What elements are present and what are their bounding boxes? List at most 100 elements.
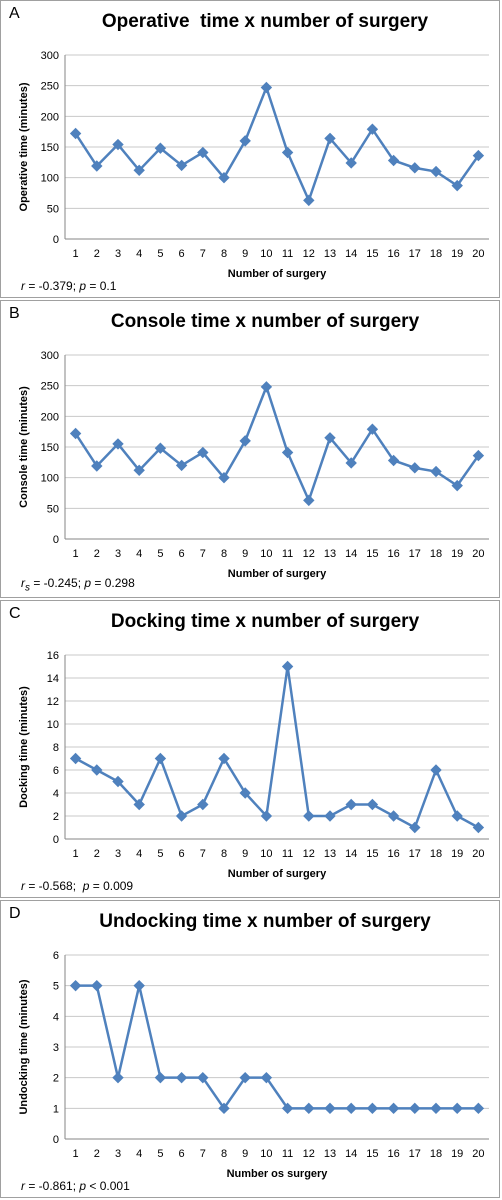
data-point [281,1102,294,1115]
data-point [133,164,145,177]
x-tick-label: 1 [73,248,79,260]
stat-p-symbol: p [84,575,92,590]
y-tick-label: 5 [53,981,59,993]
x-tick-label: 17 [409,1148,421,1160]
data-point [260,381,273,393]
data-point [197,446,209,459]
x-tick-label: 17 [409,548,421,560]
data-point [154,142,167,154]
data-point [239,1071,251,1084]
data-point [451,479,463,492]
x-tick-label: 15 [366,1148,378,1160]
x-tick-label: 4 [136,1148,142,1160]
x-tick-label: 20 [472,548,484,560]
data-point [366,423,379,435]
x-tick-label: 6 [179,848,185,860]
x-tick-label: 4 [136,548,142,560]
y-tick-label: 8 [53,742,59,754]
data-point [387,810,400,822]
y-tick-label: 250 [41,81,59,93]
x-tick-label: 20 [472,848,484,860]
x-tick-label: 6 [179,248,185,260]
x-tick-label: 10 [260,1148,272,1160]
y-tick-label: 2 [53,811,59,823]
data-point [91,979,103,992]
x-tick-label: 17 [409,248,421,260]
data-point [430,764,442,776]
panel-letter: B [9,305,20,322]
data-point [366,123,379,135]
y-tick-label: 6 [53,765,59,777]
data-point [69,127,82,140]
x-tick-label: 3 [115,848,121,860]
x-tick-label: 1 [73,1148,79,1160]
x-tick-label: 11 [282,248,293,260]
x-tick-label: 16 [387,248,399,260]
x-tick-label: 7 [200,248,206,260]
y-tick-label: 4 [53,788,59,800]
y-tick-label: 200 [41,111,59,123]
x-tick-label: 10 [260,248,272,260]
y-tick-label: 1 [53,1103,59,1115]
data-point [239,135,251,147]
data-point [91,460,103,472]
x-tick-label: 20 [472,248,484,260]
y-tick-label: 14 [47,673,59,685]
data-point [345,457,357,469]
data-point [430,465,442,478]
x-tick-label: 19 [451,248,463,260]
series-line [74,83,480,204]
y-tick-label: 250 [41,381,59,393]
data-point [91,160,103,172]
x-tick-label: 13 [324,848,336,860]
data-point [472,149,485,162]
data-point [69,979,82,992]
y-tick-label: 300 [41,50,59,62]
x-tick-label: 20 [472,1148,484,1160]
x-tick-label: 18 [430,1148,442,1160]
data-point [260,1071,273,1084]
x-tick-label: 3 [115,1148,121,1160]
stat-r-symbol: r [21,575,25,590]
x-tick-label: 14 [345,548,357,560]
correlation-stats: rs = -0.245; p = 0.298 [21,576,135,593]
y-tick-label: 16 [47,650,59,662]
data-point [451,1102,463,1115]
y-tick-label: 150 [41,442,59,454]
data-point [112,775,124,788]
stat-p-value: = 0.298 [91,575,135,590]
x-tick-label: 11 [282,548,293,560]
data-point [430,165,442,178]
data-point [345,157,357,169]
x-tick-label: 13 [324,1148,336,1160]
chart-panel-b: B Console time x number of surgery rs = -0… [0,300,500,598]
x-tick-label: 11 [282,1148,293,1160]
data-point [472,449,485,462]
data-point [451,179,463,192]
x-tick-label: 9 [242,1148,248,1160]
x-tick-label: 4 [136,248,142,260]
y-axis-label: Operative time (minutes) [18,82,30,211]
x-tick-label: 6 [179,548,185,560]
chart-title: Console time x number of surgery [110,311,420,332]
x-tick-label: 13 [324,548,336,560]
stat-r-symbol: r [21,879,25,893]
x-tick-label: 14 [345,248,357,260]
x-tick-label: 10 [260,848,272,860]
data-point [218,1102,230,1115]
data-point [133,979,145,992]
data-point [197,146,209,159]
data-point [324,1102,336,1115]
data-point [197,1071,209,1084]
data-point [451,810,463,822]
x-tick-label: 8 [221,1148,227,1160]
data-point [239,435,251,447]
x-tick-label: 14 [345,1148,357,1160]
x-tick-label: 12 [303,548,315,560]
data-point [366,1102,379,1115]
data-point [324,432,336,444]
y-tick-label: 3 [53,1042,59,1054]
data-point [218,171,230,184]
